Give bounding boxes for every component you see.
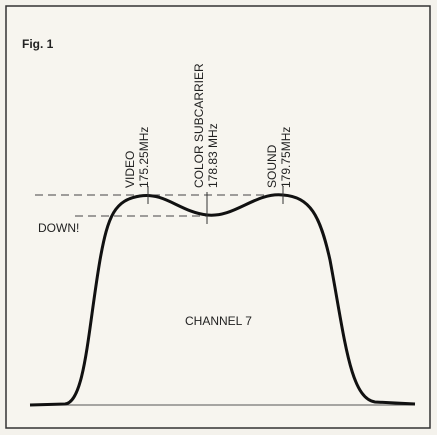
annotation: DOWN! bbox=[38, 221, 79, 235]
marker-name: COLOR SUBCARRIER bbox=[192, 63, 206, 188]
marker-frequency: 179.75MHz bbox=[279, 127, 293, 188]
channel-label: CHANNEL 7 bbox=[185, 314, 252, 328]
figure-label: Fig. 1 bbox=[22, 37, 54, 51]
marker-frequency: 175.25MHz bbox=[137, 127, 151, 188]
marker-name: SOUND bbox=[265, 144, 279, 188]
marker-frequency: 178.83 MHz bbox=[206, 123, 220, 188]
frame bbox=[5, 5, 431, 429]
marker-name: VIDEO bbox=[123, 151, 137, 188]
